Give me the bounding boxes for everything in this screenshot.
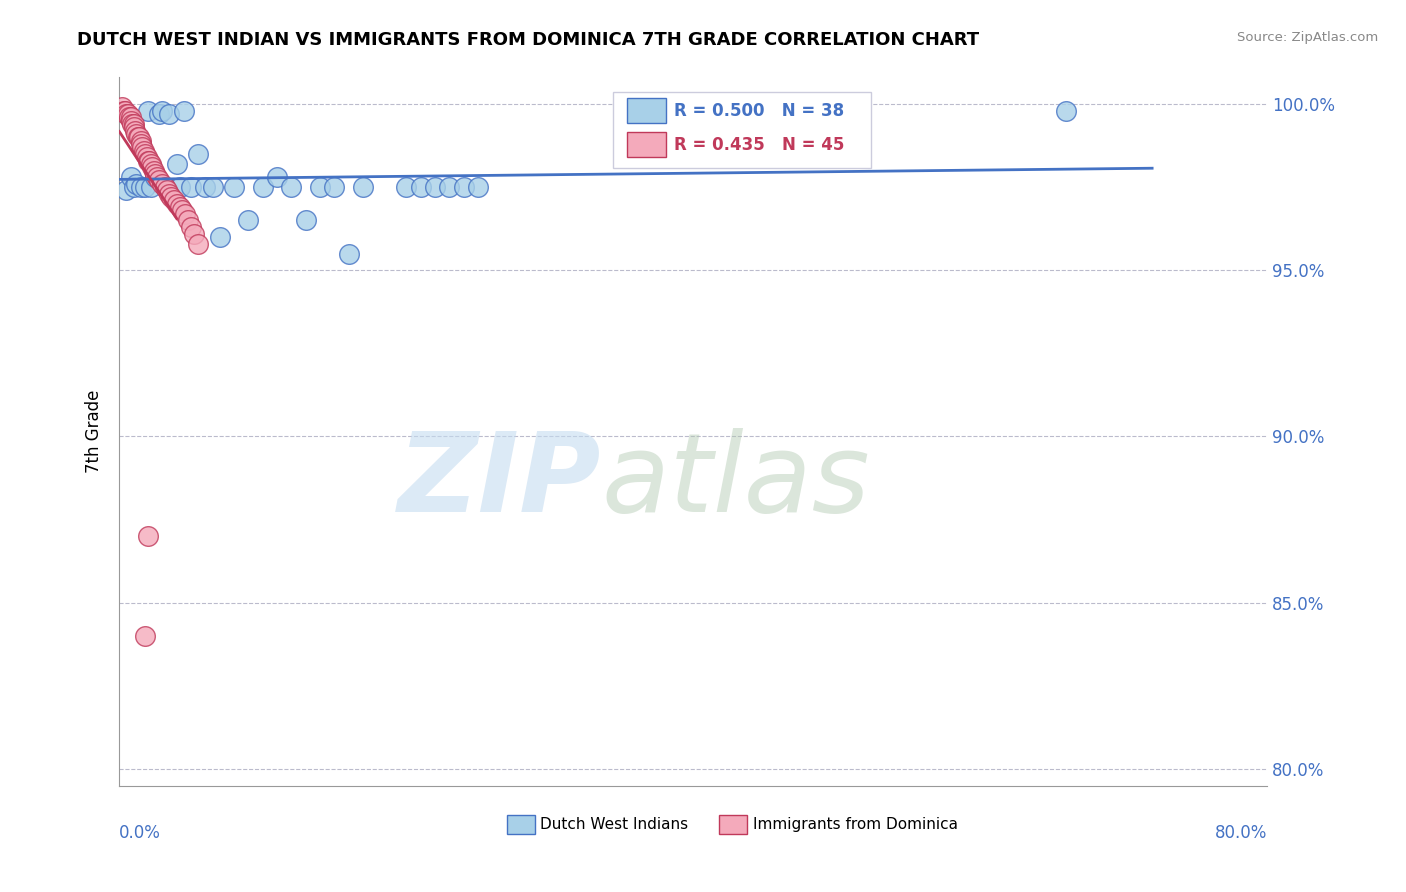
Point: [166, 157, 188, 171]
Point: [180, 220, 202, 235]
Point: [134, 629, 156, 643]
Y-axis label: 7th Grade: 7th Grade: [86, 390, 103, 473]
Point: [153, 180, 176, 194]
Point: [136, 153, 159, 168]
Point: [166, 196, 188, 211]
Point: [125, 177, 148, 191]
Point: [129, 180, 152, 194]
Point: [143, 170, 166, 185]
Point: [169, 200, 191, 214]
Point: [139, 157, 162, 171]
Point: [252, 180, 274, 194]
Point: [120, 111, 142, 125]
Point: [159, 107, 181, 121]
Point: [169, 180, 191, 194]
Point: [129, 134, 152, 148]
Point: [141, 160, 163, 174]
Point: [150, 177, 173, 191]
Point: [177, 213, 200, 227]
Point: [139, 180, 162, 194]
Point: [309, 180, 332, 194]
FancyBboxPatch shape: [627, 98, 665, 123]
Point: [187, 236, 209, 251]
Point: [117, 107, 139, 121]
Point: [352, 180, 374, 194]
Point: [112, 103, 135, 118]
Point: [467, 180, 489, 194]
Text: R = 0.500   N = 38: R = 0.500 N = 38: [673, 102, 844, 120]
Point: [173, 103, 195, 118]
Point: [423, 180, 446, 194]
Point: [194, 180, 217, 194]
Point: [134, 180, 156, 194]
Point: [132, 144, 155, 158]
Point: [136, 529, 159, 543]
Point: [453, 180, 475, 194]
Point: [124, 123, 146, 137]
FancyBboxPatch shape: [627, 132, 665, 158]
Point: [294, 213, 316, 227]
Point: [127, 130, 149, 145]
Point: [122, 180, 145, 194]
Point: [115, 184, 138, 198]
Point: [160, 190, 183, 204]
Point: [187, 147, 209, 161]
Point: [134, 147, 156, 161]
Point: [437, 180, 460, 194]
Point: [180, 180, 202, 194]
Point: [145, 170, 167, 185]
Point: [159, 186, 181, 201]
Point: [183, 227, 205, 241]
Point: [337, 246, 360, 260]
Point: [136, 103, 159, 118]
Point: [114, 103, 136, 118]
Point: [156, 184, 179, 198]
Point: [129, 136, 152, 151]
Point: [222, 180, 245, 194]
Text: atlas: atlas: [602, 427, 870, 534]
Text: DUTCH WEST INDIAN VS IMMIGRANTS FROM DOMINICA 7TH GRADE CORRELATION CHART: DUTCH WEST INDIAN VS IMMIGRANTS FROM DOM…: [77, 31, 980, 49]
Point: [122, 120, 145, 135]
FancyBboxPatch shape: [508, 815, 534, 834]
Point: [120, 170, 142, 185]
Point: [111, 100, 134, 114]
Point: [409, 180, 432, 194]
Point: [174, 207, 197, 221]
Text: Source: ZipAtlas.com: Source: ZipAtlas.com: [1237, 31, 1378, 45]
Point: [143, 167, 166, 181]
Text: 0.0%: 0.0%: [120, 824, 162, 842]
Point: [266, 170, 288, 185]
Point: [208, 230, 231, 244]
Point: [121, 117, 143, 131]
Text: ZIP: ZIP: [398, 427, 602, 534]
Point: [201, 180, 224, 194]
Point: [122, 117, 145, 131]
Point: [163, 194, 186, 208]
Point: [323, 180, 346, 194]
Point: [125, 127, 148, 141]
Point: [120, 113, 142, 128]
Text: Dutch West Indians: Dutch West Indians: [540, 817, 689, 832]
Point: [1054, 103, 1077, 118]
Point: [118, 111, 141, 125]
Point: [135, 150, 157, 164]
FancyBboxPatch shape: [613, 92, 870, 168]
Point: [395, 180, 418, 194]
Point: [238, 213, 260, 227]
Point: [280, 180, 302, 194]
Point: [128, 130, 150, 145]
Text: R = 0.435   N = 45: R = 0.435 N = 45: [673, 136, 844, 153]
Point: [148, 107, 170, 121]
Point: [131, 140, 153, 154]
Point: [150, 103, 173, 118]
Point: [148, 173, 170, 187]
Point: [115, 107, 138, 121]
Point: [153, 180, 176, 194]
Text: 80.0%: 80.0%: [1215, 824, 1267, 842]
Point: [142, 163, 165, 178]
Point: [138, 153, 160, 168]
FancyBboxPatch shape: [720, 815, 747, 834]
Text: Immigrants from Dominica: Immigrants from Dominica: [752, 817, 957, 832]
Point: [172, 203, 194, 218]
